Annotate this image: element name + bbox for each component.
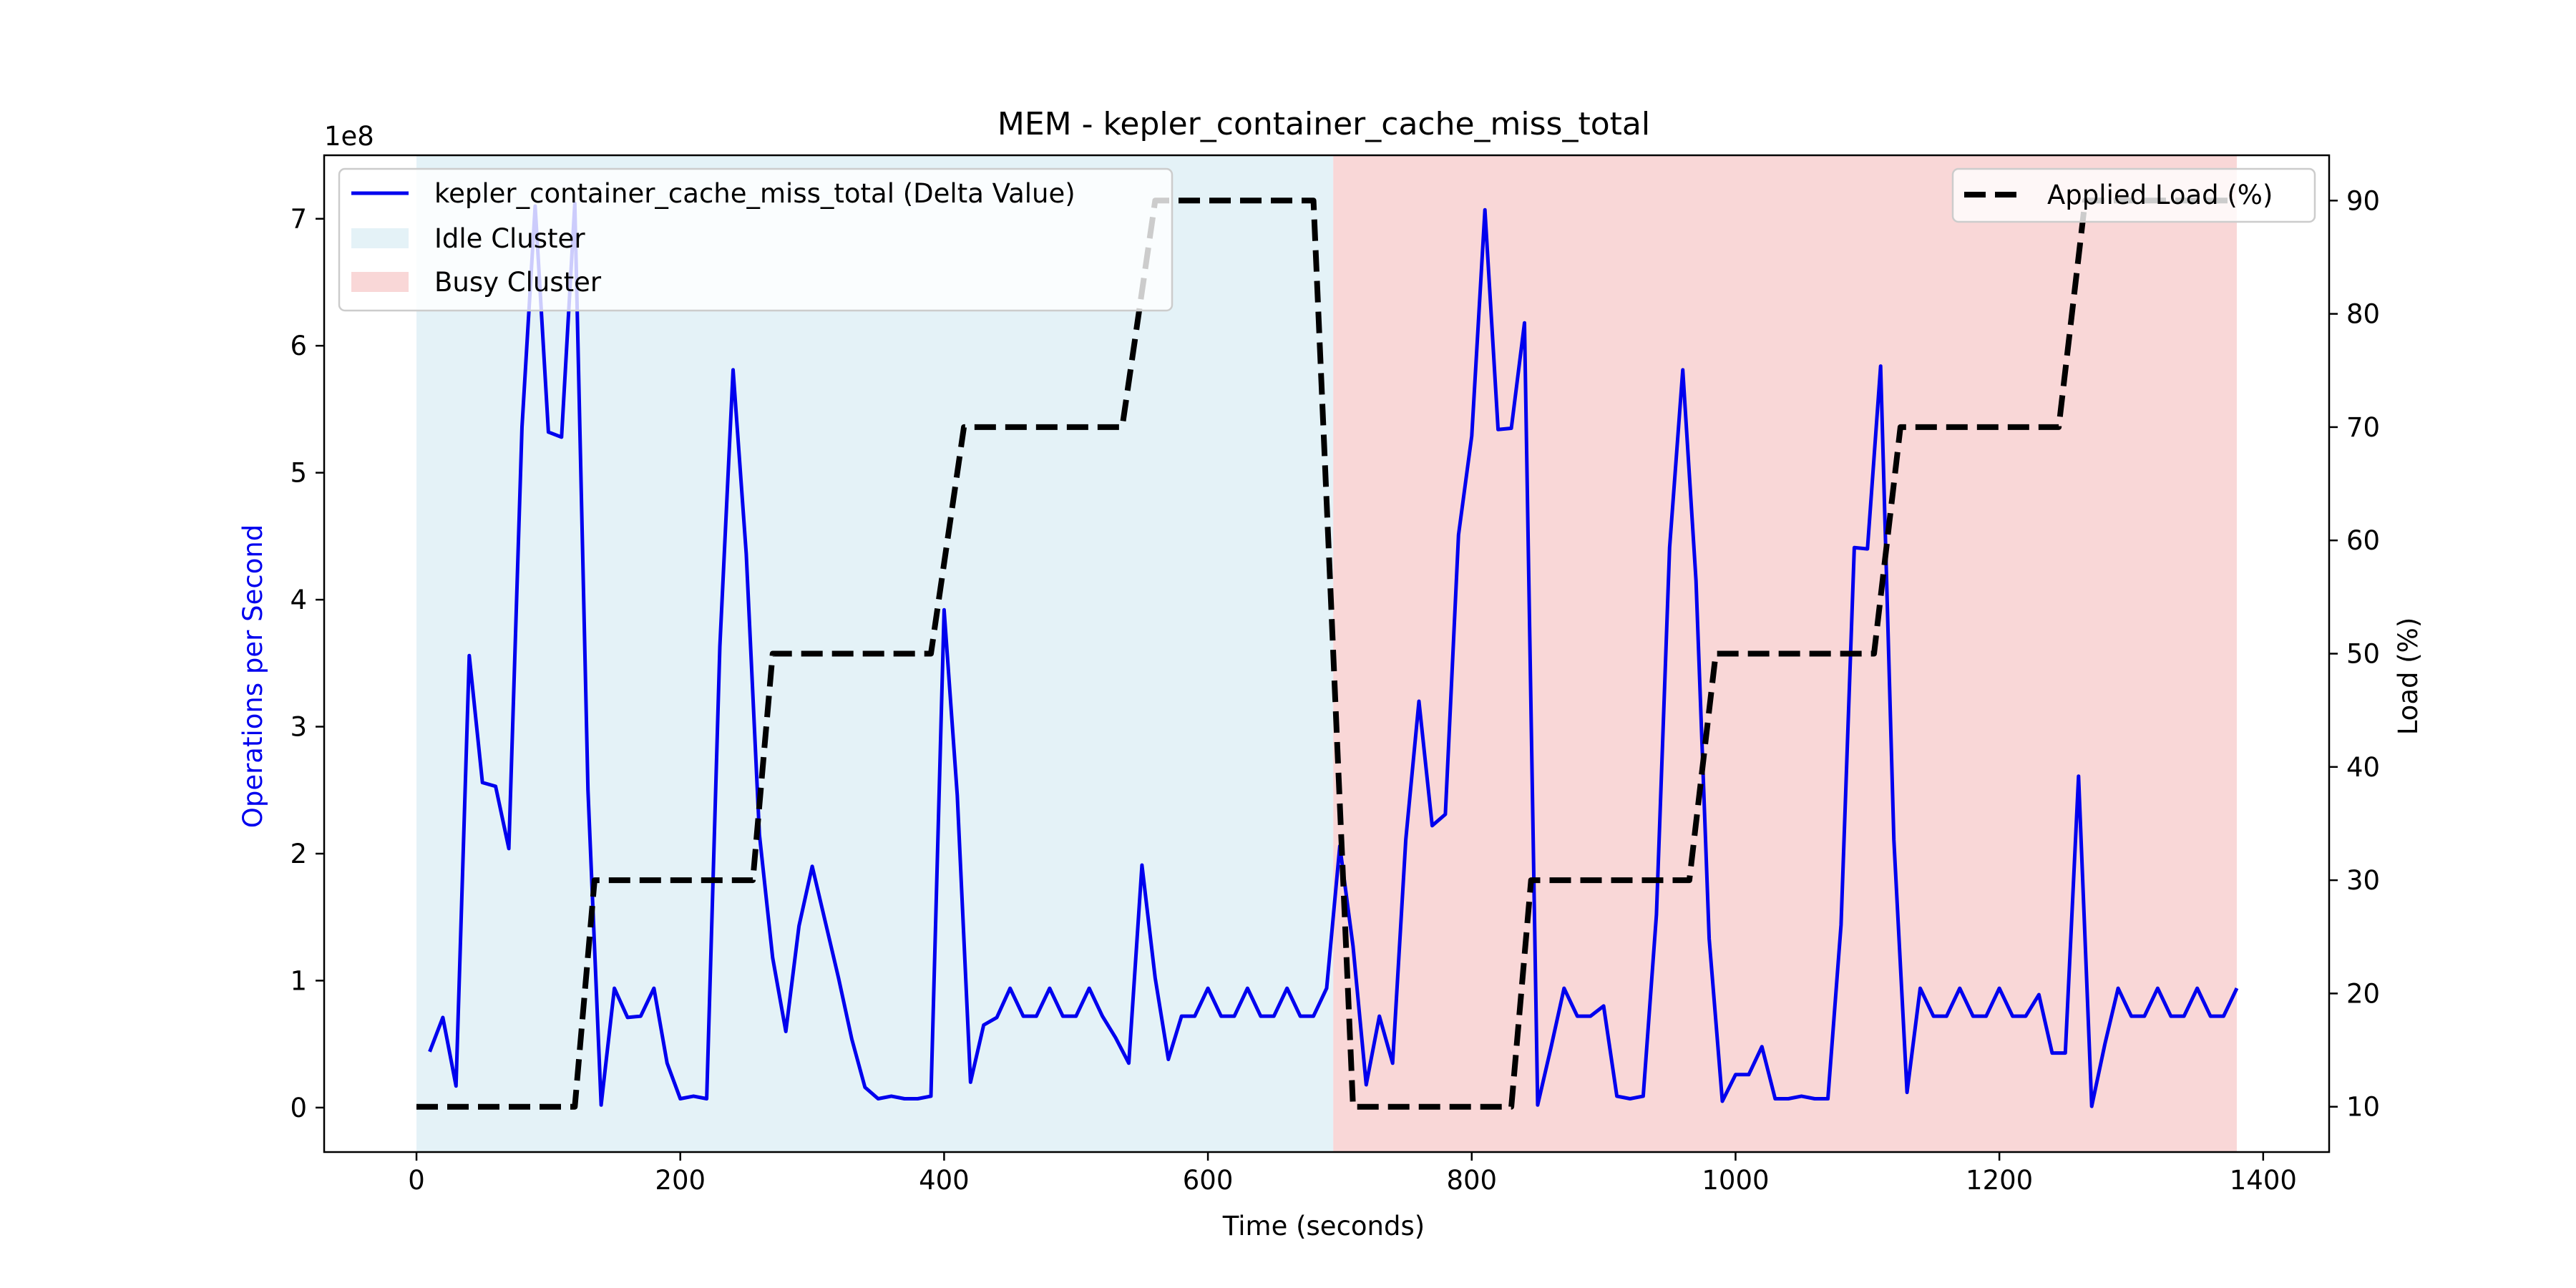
- legend-swatch-busy: [351, 272, 409, 292]
- x-tick-label: 1400: [2230, 1165, 2297, 1196]
- y-right-tick-label: 20: [2346, 978, 2380, 1009]
- y-right-tick-label: 60: [2346, 525, 2380, 556]
- y-left-tick-label: 2: [290, 839, 307, 869]
- y-left-tick-label: 6: [290, 331, 307, 361]
- y-right-tick-label: 80: [2346, 299, 2380, 330]
- y-right-tick-label: 90: [2346, 185, 2380, 216]
- y-right-tick-label: 70: [2346, 412, 2380, 443]
- x-tick-label: 1000: [1702, 1165, 1769, 1196]
- y-left-tick-label: 1: [290, 965, 307, 996]
- y-right-tick-label: 10: [2346, 1092, 2380, 1123]
- y-right-tick-label: 30: [2346, 865, 2380, 896]
- legend-swatch-idle: [351, 228, 409, 248]
- legend-left: kepler_container_cache_miss_total (Delta…: [338, 167, 1174, 312]
- y-axis-right-label: Load (%): [2393, 618, 2424, 736]
- x-tick-label: 200: [655, 1165, 706, 1196]
- y-right-tick-label: 50: [2346, 639, 2380, 670]
- axes-layer: 0 200 400 600 800 1000 1200 1400 0 1 2 3 4 5 6 7 10 20 30 4…: [290, 185, 2380, 1196]
- y-left-tick-label: 0: [290, 1093, 307, 1123]
- y-left-tick-label: 5: [290, 458, 307, 489]
- y-right-tick-label: 40: [2346, 752, 2380, 783]
- x-axis-label: Time (seconds): [1222, 1211, 1425, 1241]
- chart-title: MEM - kepler_container_cache_miss_total: [997, 106, 1650, 142]
- y-left-tick-label: 4: [290, 585, 307, 615]
- x-tick-label: 800: [1446, 1165, 1497, 1196]
- series-line-applied-load: [416, 197, 2237, 1110]
- y-left-tick-label: 3: [290, 712, 307, 743]
- legend-right-label: Applied Load (%): [2047, 180, 2273, 210]
- x-tick-label: 0: [408, 1165, 425, 1196]
- legend-left-label: Busy Cluster: [434, 267, 602, 298]
- x-tick-label: 400: [919, 1165, 970, 1196]
- y-left-tick-label: 7: [290, 204, 307, 235]
- x-tick-label: 600: [1183, 1165, 1234, 1196]
- series-layer: [416, 197, 2239, 1110]
- legend-right: Applied Load (%): [1951, 167, 2316, 223]
- legend-left-label: kepler_container_cache_miss_total (Delta…: [434, 178, 1075, 209]
- legend-left-box: [338, 167, 1174, 312]
- legend-left-label: Idle Cluster: [434, 223, 585, 254]
- x-tick-label: 1200: [1966, 1165, 2033, 1196]
- series-line-cache-miss: [428, 201, 2239, 1108]
- left-axis-scale-label: 1e8: [324, 121, 374, 152]
- legend-right-box: [1951, 167, 2316, 223]
- y-axis-left-label: Operations per Second: [238, 525, 268, 829]
